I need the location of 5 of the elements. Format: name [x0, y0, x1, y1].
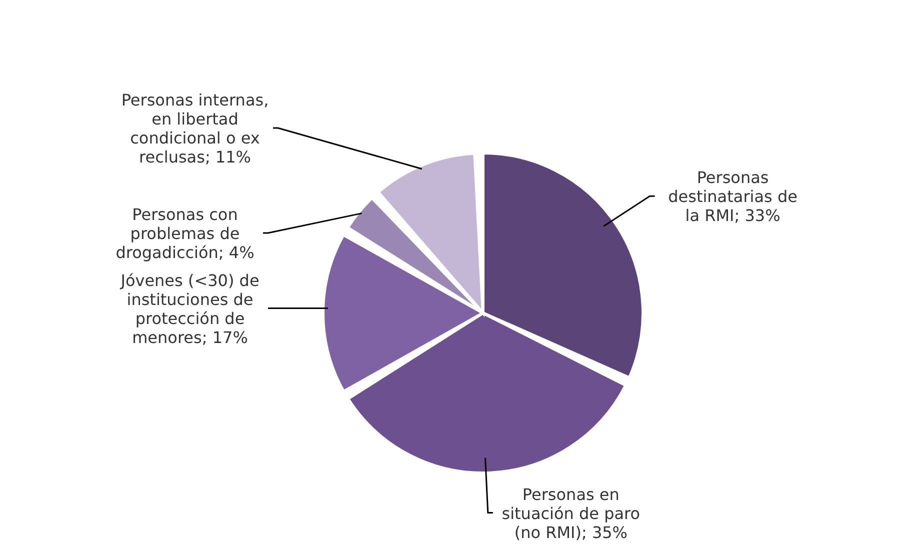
slice-label: Personas destinatarias de la RMI; 33% [668, 168, 798, 225]
slice-label: Personas con problemas de drogadicción; 4% [116, 204, 254, 262]
slice-label: Personas internas, en libertad condicional o ex reclusas; 11% [121, 90, 269, 166]
slice-label: Personas en situación de paro (no RMI); 35% [502, 484, 640, 542]
slice-label: Jóvenes (<30) de instituciones de protección de menores; 17% [120, 270, 260, 346]
